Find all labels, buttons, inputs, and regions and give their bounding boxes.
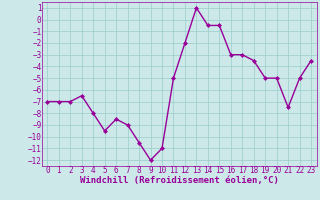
X-axis label: Windchill (Refroidissement éolien,°C): Windchill (Refroidissement éolien,°C) — [80, 176, 279, 185]
